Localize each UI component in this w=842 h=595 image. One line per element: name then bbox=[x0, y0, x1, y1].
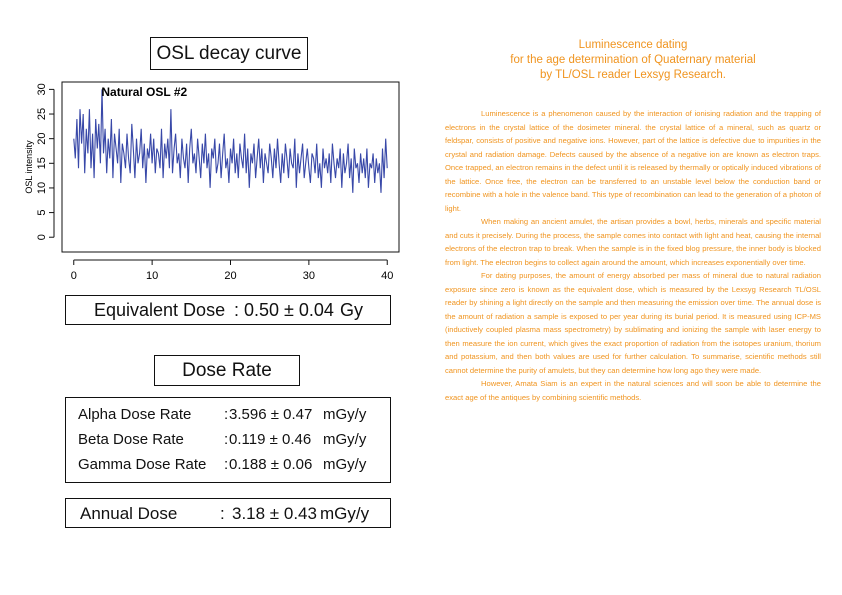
x-tick-label: 40 bbox=[381, 270, 393, 282]
osl-series-line bbox=[73, 89, 388, 193]
gamma-dose-colon: : bbox=[224, 456, 229, 473]
article-paragraph: However, Amata Siam is an expert in the … bbox=[445, 379, 821, 402]
y-tick-label: 5 bbox=[36, 210, 48, 216]
article-heading: Luminescence dating for the age determin… bbox=[445, 38, 821, 83]
equivalent-dose-box: Equivalent Dose : 0.50 ± 0.04 Gy bbox=[65, 295, 391, 325]
osl-chart: 0 10 20 30 40 0 5 10 15 20 25 30 OSL intensity Natura… bbox=[20, 76, 400, 286]
equivalent-dose-value: 0.50 ± 0.04 bbox=[244, 299, 334, 320]
plot-frame bbox=[61, 81, 400, 253]
chart-title: Natural OSL #2 bbox=[101, 85, 187, 99]
x-tick-label: 20 bbox=[224, 270, 236, 282]
y-tick-label: 10 bbox=[36, 182, 48, 194]
alpha-dose-colon: : bbox=[224, 406, 229, 423]
y-tick-label: 30 bbox=[36, 83, 48, 95]
osl-title-box: OSL decay curve bbox=[150, 37, 308, 70]
beta-dose-unit: mGy/y bbox=[323, 431, 367, 448]
article-panel: Luminescence dating for the age determin… bbox=[445, 38, 821, 404]
alpha-dose-label: Alpha Dose Rate bbox=[78, 406, 192, 423]
y-tick-label: 15 bbox=[36, 157, 48, 169]
dose-rate-box: Alpha Dose Rate : 3.596 ± 0.47 mGy/y Bet… bbox=[65, 397, 391, 483]
y-tick-label: 25 bbox=[36, 108, 48, 120]
beta-dose-value: 0.119 ± 0.46 bbox=[229, 431, 312, 448]
gamma-dose-value: 0.188 ± 0.06 bbox=[229, 456, 313, 473]
gamma-dose-label: Gamma Dose Rate bbox=[78, 456, 207, 473]
gamma-dose-row: Gamma Dose Rate : 0.188 ± 0.06 mGy/y bbox=[78, 456, 388, 476]
beta-dose-row: Beta Dose Rate : 0.119 ± 0.46 mGy/y bbox=[78, 431, 388, 451]
equivalent-dose-unit: Gy bbox=[340, 299, 364, 320]
y-tick-label: 0 bbox=[36, 234, 48, 240]
beta-dose-label: Beta Dose Rate bbox=[78, 431, 184, 448]
article-paragraph: Luminescence is a phenomenon caused by t… bbox=[445, 109, 821, 213]
beta-dose-colon: : bbox=[224, 431, 229, 448]
article-heading-line-3: by TL/OSL reader Lexsyg Research. bbox=[539, 69, 726, 81]
equivalent-dose-label: Equivalent Dose bbox=[94, 299, 226, 320]
annual-dose-box: Annual Dose : 3.18 ± 0.43 mGy/y bbox=[65, 498, 391, 528]
annual-dose-colon: : bbox=[220, 504, 225, 523]
x-tick-label: 10 bbox=[146, 270, 158, 282]
y-tick-label: 20 bbox=[36, 133, 48, 145]
x-tick-label: 0 bbox=[71, 270, 77, 282]
article-heading-line-2: for the age determination of Quaternary … bbox=[510, 54, 756, 66]
alpha-dose-value: 3.596 ± 0.47 bbox=[229, 406, 313, 423]
article-paragraph: For dating purposes, the amount of energ… bbox=[445, 271, 821, 375]
equivalent-dose-colon: : bbox=[234, 299, 240, 320]
dose-rate-title: Dose Rate bbox=[182, 359, 272, 381]
article-heading-line-1: Luminescence dating bbox=[578, 39, 688, 51]
annual-dose-label: Annual Dose bbox=[80, 504, 178, 523]
osl-title: OSL decay curve bbox=[156, 42, 302, 64]
annual-dose-value: 3.18 ± 0.43 bbox=[232, 504, 317, 523]
y-axis-label: OSL intensity bbox=[24, 140, 34, 194]
x-tick-label: 30 bbox=[303, 270, 315, 282]
osl-chart-svg: 0 10 20 30 40 0 5 10 15 20 25 30 OSL intensity Natura… bbox=[24, 81, 400, 282]
gamma-dose-unit: mGy/y bbox=[323, 456, 367, 473]
annual-dose-unit: mGy/y bbox=[320, 504, 370, 523]
alpha-dose-unit: mGy/y bbox=[323, 406, 367, 423]
article-paragraph: When making an ancient amulet, the artis… bbox=[445, 217, 821, 267]
dose-rate-title-box: Dose Rate bbox=[154, 355, 300, 386]
alpha-dose-row: Alpha Dose Rate : 3.596 ± 0.47 mGy/y bbox=[78, 406, 388, 426]
